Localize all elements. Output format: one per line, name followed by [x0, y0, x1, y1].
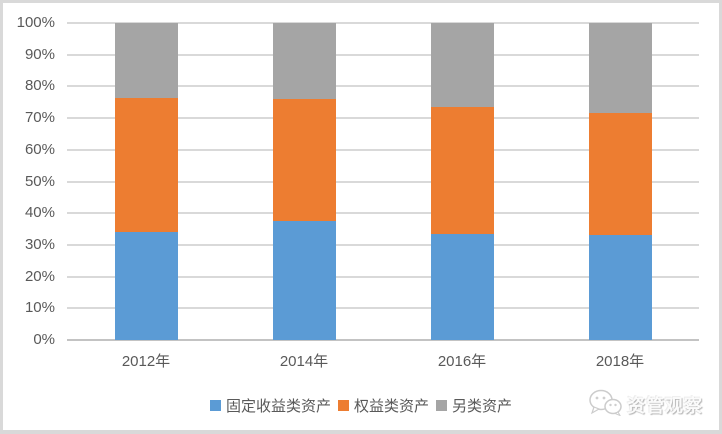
y-tick-label-40: 40% — [24, 204, 55, 222]
legend-swatch-权益类资产 — [337, 400, 349, 411]
watermark: 资管观察 — [588, 389, 703, 421]
gridline-10 — [67, 307, 699, 310]
y-tick-label-30: 30% — [24, 235, 55, 253]
gridline-40 — [67, 212, 699, 215]
y-tick-label-80: 80% — [24, 77, 55, 95]
bar-segment-固定收益类资产-2012年 — [114, 232, 178, 340]
gridline-30 — [67, 243, 699, 246]
y-tick-label-90: 90% — [24, 45, 55, 63]
bar-segment-固定收益类资产-2014年 — [272, 221, 336, 340]
legend-item-另类资产: 另类资产 — [436, 395, 512, 416]
bar-segment-权益类资产-2014年 — [272, 99, 336, 222]
bar-segment-固定收益类资产-2016年 — [430, 233, 494, 340]
legend-swatch-固定收益类资产 — [209, 400, 221, 411]
x-tick-label-2014年: 2014年 — [279, 353, 329, 370]
stacked-bar-2012年 — [114, 23, 178, 340]
stacked-bar-2018年 — [588, 23, 652, 340]
bar-segment-固定收益类资产-2018年 — [588, 235, 652, 340]
x-axis-labels: 2012年 2014年 2016年 2018年 — [67, 350, 699, 371]
y-tick-label-70: 70% — [24, 109, 55, 127]
y-tick-label-100: 100% — [16, 14, 55, 31]
plot-area — [67, 22, 699, 341]
gridline-60 — [67, 148, 699, 151]
y-tick-label-60: 60% — [24, 140, 55, 158]
legend-label-另类资产: 另类资产 — [452, 398, 513, 415]
gridline-80 — [67, 85, 699, 88]
y-tick-label-50: 50% — [24, 172, 55, 190]
legend-swatch-另类资产 — [436, 400, 447, 411]
x-tick-label-2018年: 2018年 — [595, 353, 645, 370]
bar-segment-另类资产-2012年 — [114, 23, 178, 98]
bar-segment-另类资产-2016年 — [430, 23, 494, 108]
y-tick-label-0: 0% — [33, 331, 55, 348]
gridline-90 — [67, 53, 699, 56]
watermark-label: 资管观察 — [627, 396, 703, 416]
y-tick-label-10: 10% — [24, 299, 55, 317]
bar-segment-权益类资产-2016年 — [430, 107, 494, 234]
x-tick-label-2012年: 2012年 — [121, 353, 171, 370]
gridline-100 — [67, 22, 699, 24]
y-tick-label-20: 20% — [24, 267, 55, 285]
legend-label-权益类资产: 权益类资产 — [353, 398, 429, 415]
stacked-bar-2014年 — [272, 23, 336, 340]
wechat-icon — [588, 389, 622, 421]
stacked-bar-2016年 — [430, 23, 494, 340]
bar-segment-另类资产-2018年 — [588, 23, 652, 114]
bar-segment-另类资产-2014年 — [272, 23, 336, 100]
gridline-20 — [67, 275, 699, 278]
bar-segment-权益类资产-2012年 — [114, 97, 178, 233]
chart-legend: 固定收益类资产 权益类资产 另类资产 — [3, 395, 719, 416]
bar-segment-权益类资产-2018年 — [588, 113, 652, 236]
gridline-70 — [67, 117, 699, 120]
legend-item-权益类资产: 权益类资产 — [337, 395, 429, 416]
legend-label-固定收益类资产: 固定收益类资产 — [225, 398, 331, 415]
legend-item-固定收益类资产: 固定收益类资产 — [209, 395, 331, 416]
x-tick-label-2016年: 2016年 — [437, 353, 487, 370]
gridline-50 — [67, 180, 699, 183]
x-axis-line — [67, 339, 699, 341]
